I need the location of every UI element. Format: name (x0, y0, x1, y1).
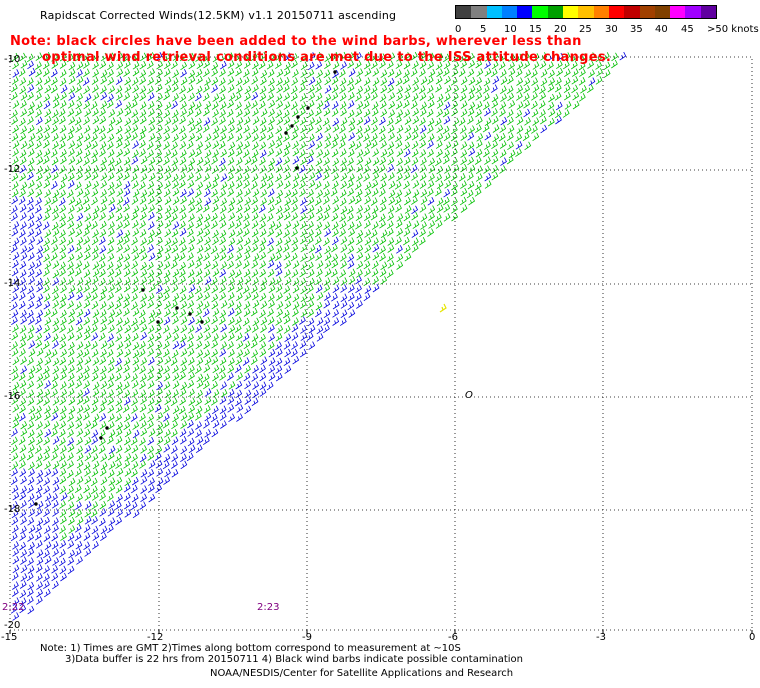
legend-label-10: 10 (504, 24, 517, 35)
lon-label-9: -9 (302, 632, 312, 643)
footer-credit: NOAA/NESDIS/Center for Satellite Applica… (210, 668, 514, 679)
footer-note-1: Note: 1) Times are GMT 2)Times along bot… (40, 643, 461, 654)
legend-label-0: 0 (455, 24, 462, 35)
contamination-circle (175, 306, 179, 310)
legend-label-5: 5 (480, 24, 487, 35)
contamination-circle (333, 70, 337, 74)
contamination-circle (306, 106, 310, 110)
legend-color-bar (455, 5, 717, 19)
yellow-wind-barb (439, 303, 447, 313)
legend-label-20: 20 (554, 24, 567, 35)
time-label-2-23: 2:23 (257, 602, 279, 613)
legend-swatch (563, 6, 579, 18)
legend-label-40: 40 (655, 24, 668, 35)
lat-label-14: -14 (4, 278, 20, 289)
blue-wind-barbs (10, 51, 627, 621)
map-title: Rapidscat Corrected Winds(12.5KM) v1.1 2… (40, 9, 397, 22)
legend-swatch (639, 6, 655, 18)
legend-swatch (456, 6, 472, 18)
contamination-circle (188, 312, 192, 316)
lon-label-6: -6 (448, 632, 458, 643)
lat-label-10: -10 (4, 54, 20, 65)
legend-label-15: 15 (529, 24, 542, 35)
lon-label-12: -12 (147, 632, 163, 643)
legend-swatch (654, 6, 671, 18)
legend-swatch (578, 6, 594, 18)
legend-swatch (547, 6, 564, 18)
ISS-note-line-1: Note: black circles have been added to t… (10, 34, 582, 49)
lon-label-15: -15 (1, 632, 17, 643)
lat-label-20: -20 (4, 620, 20, 631)
ISS-note-line-2: optimal wind retrieval conditions are me… (42, 50, 612, 65)
legend-swatch (624, 6, 640, 18)
contamination-circle (295, 166, 299, 170)
legend-swatch (670, 6, 686, 18)
time-label-2-22: 2:22 (2, 602, 24, 613)
lat-label-18: -18 (4, 504, 20, 515)
contamination-circle (99, 436, 103, 440)
legend-swatch (517, 6, 533, 18)
legend-swatch (685, 6, 701, 18)
footer-note-2: 3)Data buffer is 22 hrs from 20150711 4)… (65, 654, 523, 665)
legend-labels: 0 5 10 15 20 25 30 35 40 45 >50 knots (455, 24, 760, 36)
legend-label-35: 35 (630, 24, 643, 35)
wind-barbs-layer (10, 51, 627, 621)
contamination-circle (141, 288, 145, 292)
frame-border (9, 56, 753, 631)
green-wind-barbs (10, 51, 619, 541)
isolated-marker: O (465, 390, 473, 401)
legend-label-25: 25 (579, 24, 592, 35)
contamination-circle (105, 426, 109, 430)
lon-label-3: -3 (596, 632, 606, 643)
legend-swatch (532, 6, 548, 18)
legend-swatch (501, 6, 518, 18)
contamination-circle (284, 131, 288, 135)
contamination-circle (200, 320, 204, 324)
contamination-circle (296, 115, 300, 119)
map-frame (9, 56, 753, 634)
legend-swatch (471, 6, 487, 18)
legend-swatch (593, 6, 609, 18)
legend-label-45: 45 (681, 24, 694, 35)
lon-label-0: 0 (749, 632, 755, 643)
legend-label-30: 30 (605, 24, 618, 35)
lat-label-16: -16 (4, 391, 20, 402)
contamination-circle (290, 124, 294, 128)
contamination-circle (34, 502, 38, 506)
legend-swatch (700, 6, 717, 18)
legend-swatch (608, 6, 625, 18)
legend-swatch (486, 6, 502, 18)
legend-unit-label: >50 knots (707, 24, 759, 35)
lat-label-12: -12 (4, 164, 20, 175)
